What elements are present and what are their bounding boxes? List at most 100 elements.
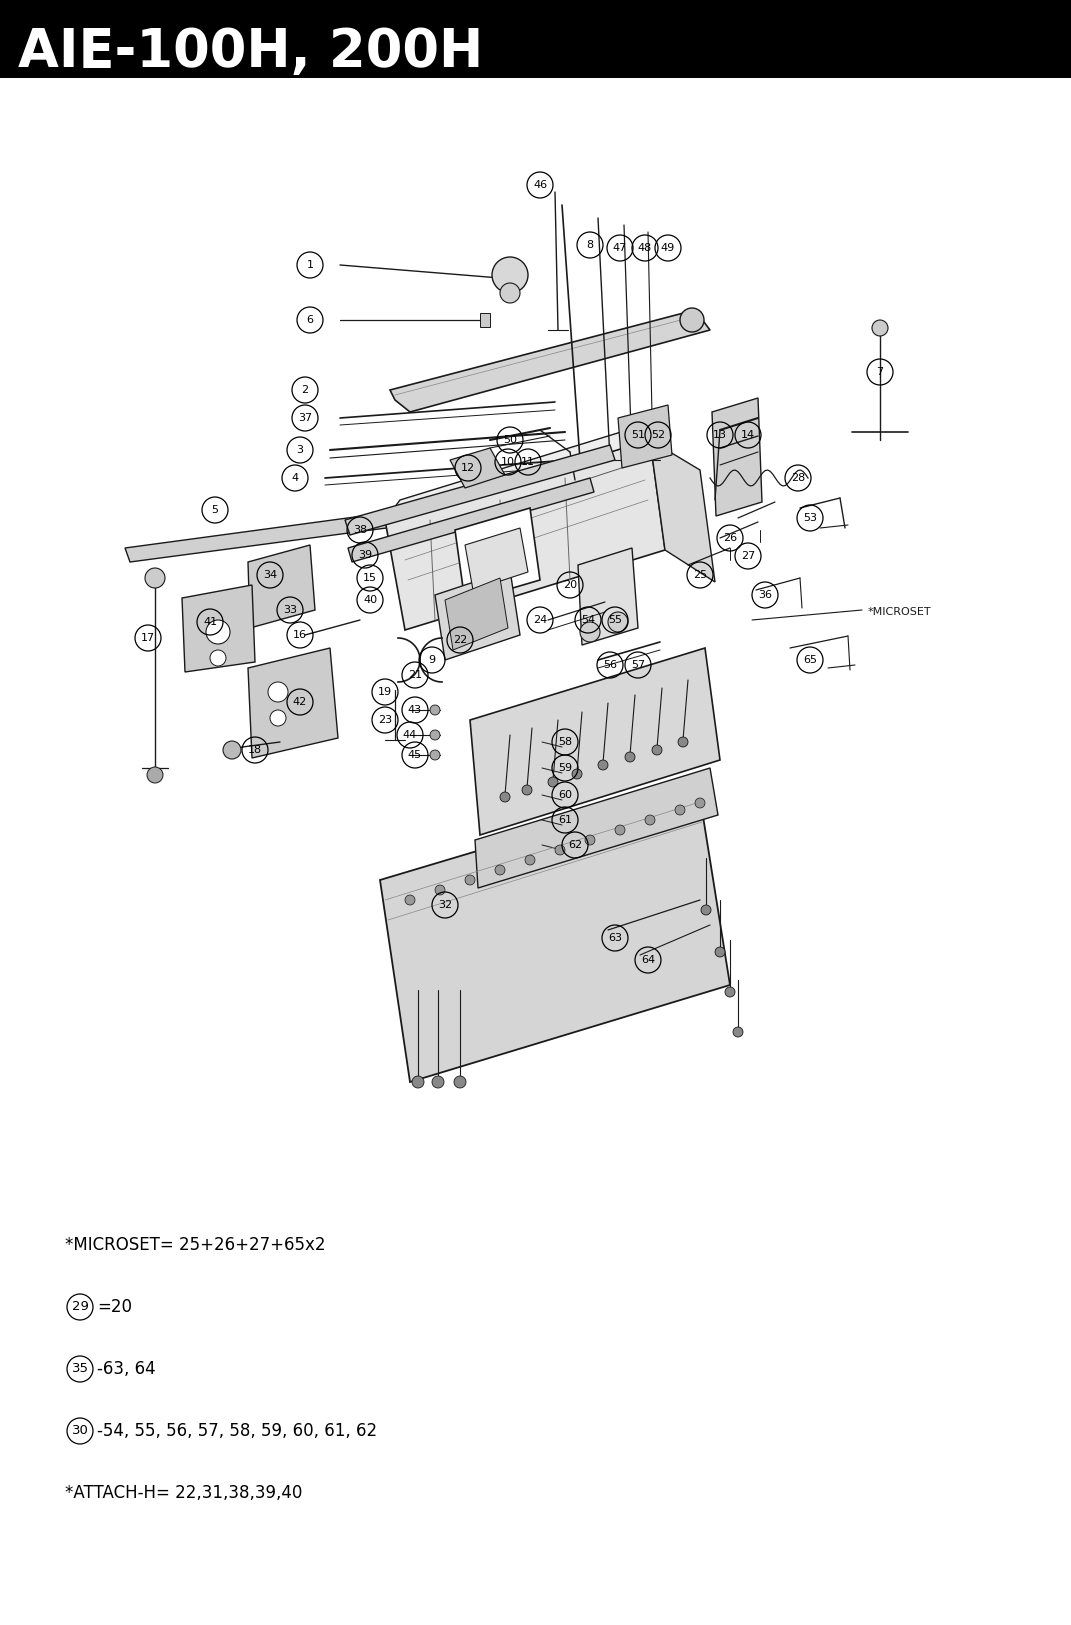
Text: 53: 53 bbox=[803, 514, 817, 523]
Polygon shape bbox=[450, 449, 506, 488]
Text: -54, 55, 56, 57, 58, 59, 60, 61, 62: -54, 55, 56, 57, 58, 59, 60, 61, 62 bbox=[97, 1422, 377, 1440]
Circle shape bbox=[555, 845, 565, 855]
Polygon shape bbox=[248, 544, 315, 627]
Text: 21: 21 bbox=[408, 670, 422, 679]
Circle shape bbox=[725, 986, 735, 998]
Text: 25: 25 bbox=[693, 570, 707, 580]
Text: 3: 3 bbox=[297, 445, 303, 455]
Polygon shape bbox=[345, 445, 615, 535]
Text: 42: 42 bbox=[292, 697, 307, 707]
Polygon shape bbox=[712, 398, 761, 517]
Text: 52: 52 bbox=[651, 431, 665, 440]
Polygon shape bbox=[384, 419, 660, 520]
Text: 61: 61 bbox=[558, 816, 572, 826]
Text: 26: 26 bbox=[723, 533, 737, 543]
Circle shape bbox=[548, 777, 558, 786]
Circle shape bbox=[598, 760, 608, 770]
Text: 18: 18 bbox=[248, 744, 262, 756]
Text: 14: 14 bbox=[741, 431, 755, 440]
Bar bbox=[480, 314, 491, 327]
Polygon shape bbox=[470, 648, 720, 835]
Circle shape bbox=[585, 835, 595, 845]
Text: 59: 59 bbox=[558, 764, 572, 774]
Text: 10: 10 bbox=[501, 457, 515, 466]
Polygon shape bbox=[465, 528, 528, 590]
Text: 41: 41 bbox=[202, 618, 217, 627]
Text: 32: 32 bbox=[438, 900, 452, 910]
Text: 56: 56 bbox=[603, 660, 617, 669]
Polygon shape bbox=[182, 585, 255, 673]
Circle shape bbox=[429, 705, 440, 715]
Text: AIE-100H, 200H: AIE-100H, 200H bbox=[18, 26, 483, 78]
Circle shape bbox=[465, 874, 476, 886]
Circle shape bbox=[733, 1027, 743, 1037]
Polygon shape bbox=[618, 405, 672, 468]
Circle shape bbox=[435, 886, 444, 895]
Circle shape bbox=[432, 1076, 444, 1089]
Text: 54: 54 bbox=[580, 614, 595, 626]
Text: 29: 29 bbox=[72, 1300, 89, 1313]
Text: -63, 64: -63, 64 bbox=[97, 1360, 155, 1378]
Text: 8: 8 bbox=[587, 240, 593, 250]
Circle shape bbox=[608, 613, 628, 632]
Text: 17: 17 bbox=[141, 634, 155, 644]
Circle shape bbox=[525, 855, 536, 864]
Circle shape bbox=[429, 751, 440, 760]
Polygon shape bbox=[476, 769, 718, 887]
Circle shape bbox=[715, 947, 725, 957]
Text: 37: 37 bbox=[298, 413, 312, 422]
Text: 47: 47 bbox=[613, 244, 628, 254]
Polygon shape bbox=[578, 548, 638, 645]
Text: 34: 34 bbox=[263, 570, 277, 580]
Polygon shape bbox=[380, 785, 730, 1082]
Circle shape bbox=[652, 744, 662, 756]
Text: *MICROSET: *MICROSET bbox=[868, 608, 932, 618]
Text: 15: 15 bbox=[363, 574, 377, 583]
Circle shape bbox=[500, 791, 510, 803]
Text: 51: 51 bbox=[631, 431, 645, 440]
Circle shape bbox=[675, 804, 685, 816]
Text: 62: 62 bbox=[568, 840, 582, 850]
Circle shape bbox=[695, 798, 705, 808]
Text: 58: 58 bbox=[558, 738, 572, 748]
Text: 36: 36 bbox=[758, 590, 772, 600]
Text: 19: 19 bbox=[378, 687, 392, 697]
Polygon shape bbox=[390, 310, 710, 413]
Circle shape bbox=[206, 621, 230, 644]
Text: 65: 65 bbox=[803, 655, 817, 665]
Circle shape bbox=[147, 767, 163, 783]
Text: =20: =20 bbox=[97, 1298, 132, 1316]
Text: 22: 22 bbox=[453, 635, 467, 645]
Circle shape bbox=[872, 320, 888, 336]
Text: 39: 39 bbox=[358, 549, 372, 561]
Circle shape bbox=[645, 816, 655, 826]
Circle shape bbox=[405, 895, 414, 905]
Circle shape bbox=[522, 785, 532, 795]
Text: 46: 46 bbox=[533, 180, 547, 190]
Circle shape bbox=[625, 752, 635, 762]
Circle shape bbox=[270, 710, 286, 726]
Text: 57: 57 bbox=[631, 660, 645, 669]
Polygon shape bbox=[650, 440, 715, 582]
Text: 55: 55 bbox=[608, 614, 622, 626]
Text: 11: 11 bbox=[521, 457, 536, 466]
Text: 24: 24 bbox=[533, 614, 547, 626]
Circle shape bbox=[454, 1076, 466, 1089]
Circle shape bbox=[429, 730, 440, 739]
Polygon shape bbox=[248, 648, 338, 757]
Circle shape bbox=[492, 257, 528, 292]
Circle shape bbox=[268, 682, 288, 702]
Text: 16: 16 bbox=[293, 630, 307, 640]
Circle shape bbox=[680, 309, 704, 332]
Text: 5: 5 bbox=[211, 505, 218, 515]
Circle shape bbox=[580, 622, 600, 642]
Text: *ATTACH-H= 22,31,38,39,40: *ATTACH-H= 22,31,38,39,40 bbox=[65, 1484, 302, 1502]
Text: 45: 45 bbox=[408, 751, 422, 760]
Circle shape bbox=[678, 738, 688, 748]
Text: 40: 40 bbox=[363, 595, 377, 604]
Text: 28: 28 bbox=[790, 473, 805, 483]
Circle shape bbox=[223, 741, 241, 759]
Bar bbox=[0, 0, 1071, 78]
Text: 43: 43 bbox=[408, 705, 422, 715]
Text: 23: 23 bbox=[378, 715, 392, 725]
